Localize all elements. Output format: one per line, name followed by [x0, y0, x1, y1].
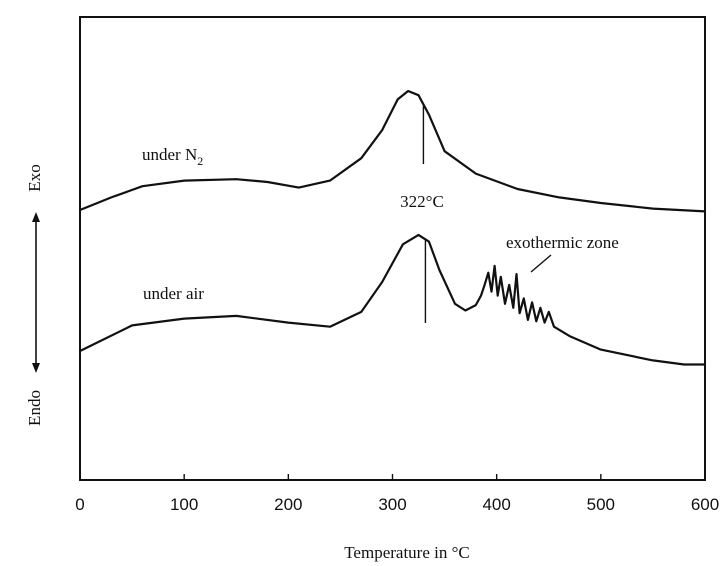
x-axis-label: Temperature in °C: [344, 543, 470, 562]
series-line-n2: [78, 89, 707, 213]
y-label-exo: Exo: [25, 164, 44, 191]
arrow-down-icon: [32, 363, 40, 373]
peak-temperature-label: 322°C: [400, 192, 444, 211]
x-tick-label: 400: [482, 495, 510, 514]
x-tick-label: 600: [691, 495, 719, 514]
x-tick-label: 100: [170, 495, 198, 514]
x-tick-label: 500: [587, 495, 615, 514]
exothermic-zone-leader: [530, 254, 552, 273]
series-label-air: under air: [143, 284, 204, 303]
series-label-n2: under N2: [142, 145, 203, 168]
arrow-up-icon: [32, 212, 40, 222]
series-line-air: [78, 233, 707, 366]
x-tick-label: 0: [75, 495, 84, 514]
x-ticks: 0 100 200 300 400 500 600: [75, 474, 719, 514]
x-tick-label: 300: [378, 495, 406, 514]
x-tick-label: 200: [274, 495, 302, 514]
y-label-endo: Endo: [25, 390, 44, 426]
series-group: [78, 89, 707, 366]
exothermic-zone-label: exothermic zone: [506, 233, 619, 252]
